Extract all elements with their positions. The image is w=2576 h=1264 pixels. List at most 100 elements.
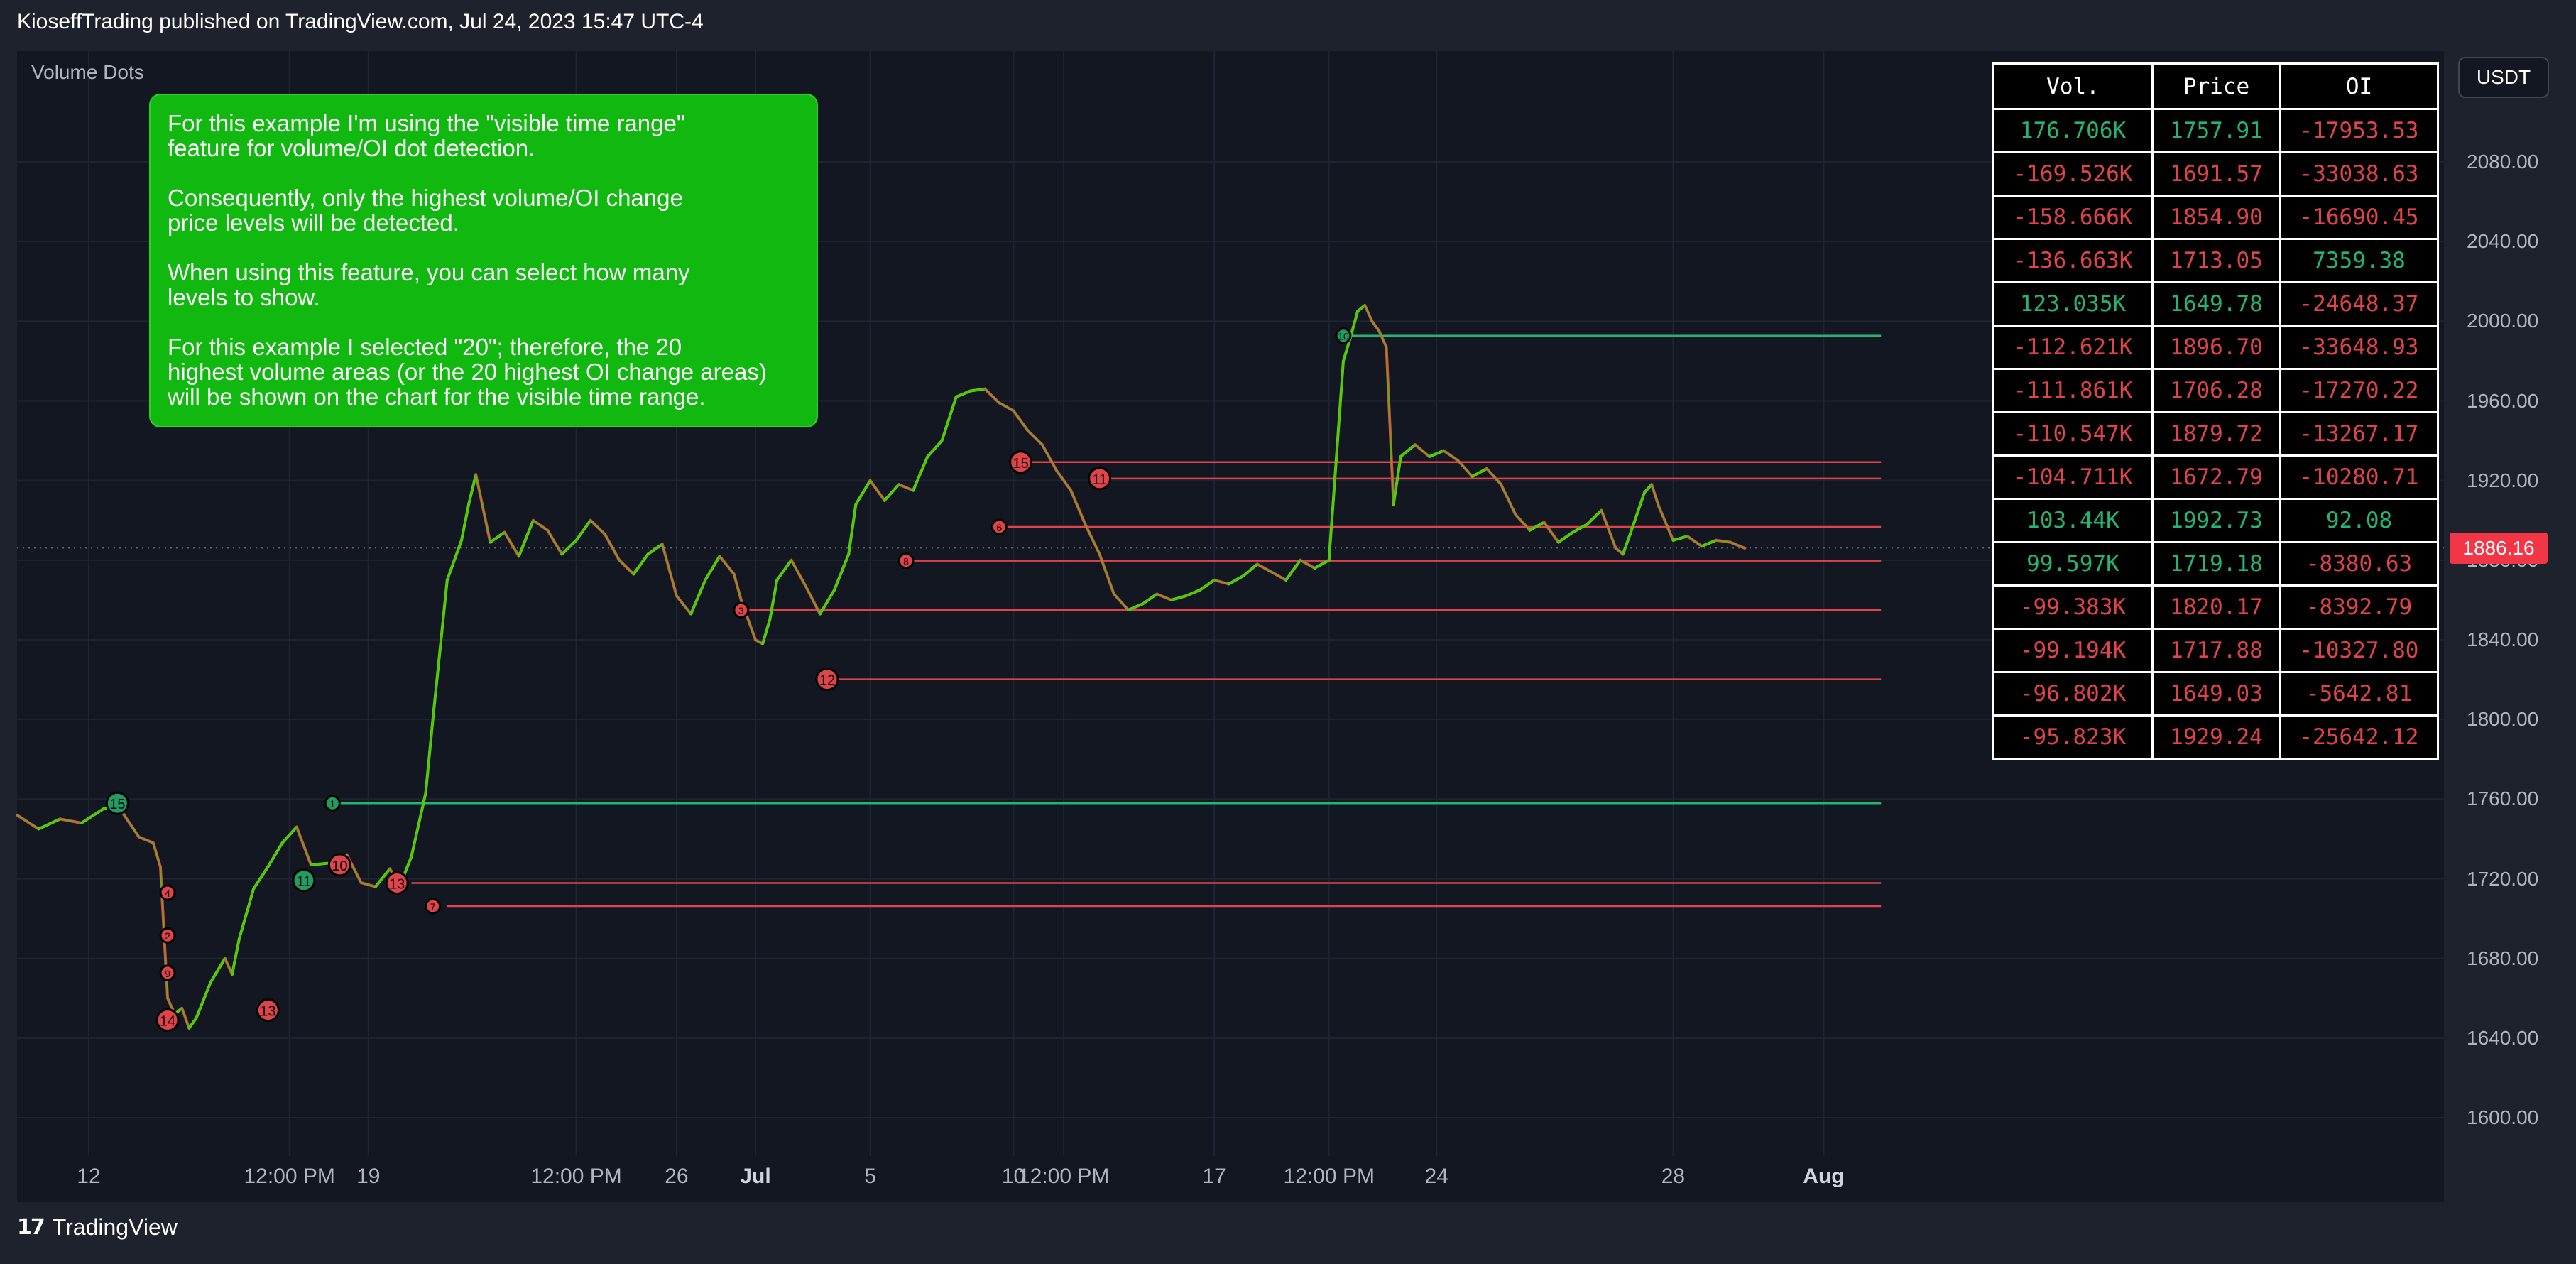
cell-price: 1717.88 [2151,628,2281,673]
cell-vol: 99.597K [1992,541,2154,587]
table-row: -99.194K 1717.88 -10327.80 [1992,628,2439,673]
volume-dot-circle [1335,327,1352,344]
volume-dot-circle [815,668,839,692]
cell-oi: -10327.80 [2279,628,2439,673]
cell-price: 1992.73 [2151,498,2281,543]
table-row: 123.035K 1649.78 -24648.37 [1992,281,2439,327]
tradingview-brand[interactable]: 17 TradingView [17,1214,178,1241]
cell-vol: -111.861K [1992,368,2154,413]
volume-dot-label: 14 [160,1014,175,1030]
header-vol: Vol. [1992,62,2154,110]
volume-dot-circle [1088,467,1112,491]
y-tick-label: 1720.00 [2467,867,2539,890]
volume-dot-label: 11 [1092,472,1107,488]
cell-price: 1820.17 [2151,584,2281,630]
cell-oi: -8380.63 [2279,541,2439,587]
x-tick-label: 12:00 PM [244,1165,335,1188]
y-tick-label: 1920.00 [2467,469,2539,491]
volume-dot-circle [990,518,1008,535]
volume-dot: 1 [324,795,341,812]
volume-dot-label: 15 [1013,456,1028,472]
volume-dot-circle [385,871,409,895]
x-tick-label: 12 [77,1165,101,1188]
last-price-tag: 1886.16 [2450,532,2548,564]
volume-dot: 14 [155,1008,180,1033]
volume-dot-circle [324,795,341,812]
volume-dot: 12 [815,668,839,692]
volume-dot: 11 [292,868,316,893]
cell-oi: -10280.71 [2279,454,2439,500]
cell-vol: -95.823K [1992,714,2154,760]
cell-price: 1879.72 [2151,411,2281,457]
volume-dot-label: 7 [430,901,436,912]
volume-dot-circle [159,927,176,944]
volume-dot: 11 [1088,467,1112,491]
volume-dot-circle [733,601,750,619]
cell-price: 1649.03 [2151,671,2281,717]
volume-dot-label: 13 [260,1004,275,1020]
cell-oi: -33648.93 [2279,325,2439,370]
cell-price: 1757.91 [2151,108,2281,153]
cell-vol: -99.383K [1992,584,2154,630]
cell-price: 1719.18 [2151,541,2281,587]
volume-dot-label: 9 [165,968,170,979]
x-tick-label: Jul [740,1165,771,1188]
top-bar: KioseffTrading published on TradingView.… [0,0,2576,51]
volume-dot: 7 [425,898,442,915]
x-tick-label: 26 [665,1165,689,1188]
x-tick-label: 24 [1424,1165,1448,1188]
y-tick-label: 1840.00 [2467,628,2539,650]
cell-vol: 103.44K [1992,498,2154,543]
volume-dot-label: 15 [109,797,125,812]
cell-oi: -33038.63 [2279,151,2439,197]
cell-oi: 7359.38 [2279,238,2439,283]
cell-vol: -158.666K [1992,195,2154,240]
cell-price: 1896.70 [2151,325,2281,370]
brand-name: TradingView [52,1214,178,1240]
cell-oi: -24648.37 [2279,281,2439,327]
price-line [16,304,1745,1030]
cell-vol: -99.194K [1992,628,2154,673]
bottom-bar [0,1202,2576,1264]
volume-dot-label: 1 [329,798,335,810]
cell-vol: 123.035K [1992,281,2154,327]
cell-price: 1672.79 [2151,454,2281,500]
cell-price: 1649.78 [2151,281,2281,327]
table-row: -111.861K 1706.28 -17270.22 [1992,368,2439,413]
x-tick-label: 19 [356,1165,381,1188]
volume-dot-label: 4 [165,888,170,899]
publisher-credit: KioseffTrading published on TradingView.… [17,10,704,33]
x-tick-label: 10 [1001,1165,1026,1188]
volume-dot: 13 [385,871,409,895]
cell-vol: 176.706K [1992,108,2154,153]
volume-dot-circle [327,853,351,877]
volume-dot: 2 [159,927,176,944]
y-tick-label: 1800.00 [2467,708,2539,731]
volume-dot-circle [292,868,316,893]
table-row: -95.823K 1929.24 -25642.12 [1992,714,2439,760]
y-tick-label: 1760.00 [2467,788,2539,810]
cell-price: 1854.90 [2151,195,2281,240]
note-paragraph: For this example I selected "20"; theref… [168,334,767,410]
y-tick-label: 1960.00 [2467,389,2539,412]
volume-dot-circle [897,552,915,570]
table-header-row: Vol. Price OI [1992,62,2439,110]
cell-oi: -16690.45 [2279,195,2439,240]
y-tick-label: 1600.00 [2467,1106,2539,1128]
table-row: 176.706K 1757.91 -17953.53 [1992,108,2439,153]
volume-dot-circle [256,998,280,1023]
cell-price: 1929.24 [2151,714,2281,760]
tradingview-logo-icon: 17 [17,1215,45,1240]
table-row: 103.44K 1992.73 92.08 [1992,498,2439,543]
table-row: -136.663K 1713.05 7359.38 [1992,238,2439,283]
cell-oi: -25642.12 [2279,714,2439,760]
volume-dot: 15 [1009,450,1033,474]
note-paragraph: For this example I'm using the "visible … [168,110,685,161]
volume-dot: 10 [1335,327,1352,344]
volume-dot: 3 [733,601,750,619]
indicator-title[interactable]: Volume Dots [31,61,144,83]
y-tick-label: 1680.00 [2467,947,2539,969]
cell-price: 1713.05 [2151,238,2281,283]
currency-button[interactable]: USDT [2458,57,2549,98]
volume-dot-label: 8 [903,556,909,567]
